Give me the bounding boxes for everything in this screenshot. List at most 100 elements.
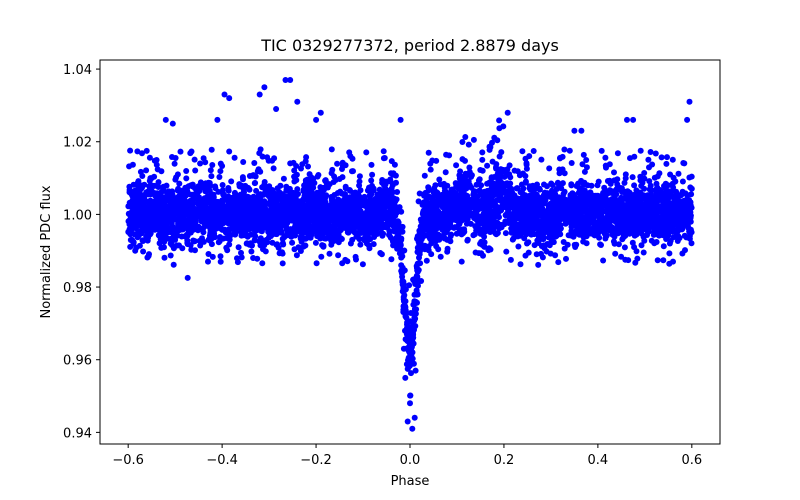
data-point <box>202 217 209 224</box>
data-point <box>535 261 542 268</box>
data-point <box>190 226 197 233</box>
data-point <box>669 213 676 220</box>
data-point <box>371 234 378 240</box>
data-point <box>453 212 459 219</box>
data-point <box>568 181 575 188</box>
data-point <box>223 244 230 251</box>
data-point <box>597 199 604 206</box>
data-point <box>294 186 301 193</box>
data-point <box>453 162 460 169</box>
data-point <box>684 222 691 229</box>
data-point <box>291 246 298 253</box>
data-point <box>519 195 526 202</box>
data-point <box>263 236 270 243</box>
data-point <box>579 161 586 168</box>
data-point <box>423 194 430 201</box>
data-point <box>212 234 218 241</box>
data-point <box>332 216 339 223</box>
data-point <box>530 148 537 154</box>
data-point <box>206 187 213 194</box>
data-point <box>526 185 533 192</box>
data-point <box>490 182 497 189</box>
data-point <box>410 360 417 367</box>
data-point <box>572 244 579 250</box>
data-point <box>240 159 247 165</box>
data-point <box>170 231 177 238</box>
data-point <box>672 178 679 185</box>
data-point <box>598 147 605 154</box>
data-point <box>442 213 449 220</box>
data-point <box>428 240 435 247</box>
data-point <box>369 171 376 178</box>
data-point <box>276 212 283 219</box>
data-point <box>552 200 559 207</box>
data-point <box>197 160 204 167</box>
data-point <box>321 203 327 210</box>
data-point <box>637 147 644 154</box>
data-point <box>212 185 219 192</box>
data-point <box>494 230 501 236</box>
data-point <box>561 170 568 177</box>
data-point <box>270 165 277 172</box>
data-point <box>240 189 247 196</box>
data-point <box>555 259 562 266</box>
data-point <box>415 198 422 205</box>
data-point <box>282 215 289 222</box>
data-point <box>583 164 590 171</box>
data-point <box>429 157 436 164</box>
data-point <box>169 216 176 223</box>
data-point <box>631 207 638 214</box>
data-point <box>252 180 259 186</box>
data-point <box>652 187 659 194</box>
data-point <box>646 186 653 193</box>
data-point <box>400 281 407 288</box>
data-point <box>490 187 497 194</box>
data-point <box>522 178 529 185</box>
data-point <box>339 166 345 172</box>
data-point <box>200 155 207 162</box>
data-point <box>376 186 383 193</box>
data-point <box>660 243 667 250</box>
data-point <box>170 261 177 268</box>
data-point <box>496 223 502 230</box>
data-point <box>363 149 370 156</box>
data-point <box>319 190 326 197</box>
data-point <box>576 185 583 192</box>
data-point <box>502 212 509 219</box>
data-point <box>289 191 295 198</box>
data-point <box>299 161 306 168</box>
data-point <box>273 241 280 248</box>
data-point <box>242 229 249 236</box>
data-point <box>462 216 469 223</box>
data-point <box>396 239 403 246</box>
data-point <box>294 200 301 206</box>
data-point <box>600 257 607 264</box>
data-point <box>492 206 499 213</box>
data-point <box>446 152 453 159</box>
data-point <box>176 214 183 221</box>
data-point <box>146 154 153 161</box>
data-point <box>482 215 489 221</box>
data-point <box>506 189 513 196</box>
data-point <box>567 194 574 200</box>
data-point <box>219 182 226 188</box>
data-point <box>493 165 500 172</box>
data-point <box>187 242 194 249</box>
data-point <box>147 214 154 221</box>
data-point <box>414 273 421 280</box>
data-point <box>638 230 645 237</box>
data-point <box>408 370 414 377</box>
data-point <box>256 209 263 216</box>
data-point <box>616 228 623 235</box>
data-point <box>141 181 148 188</box>
data-point <box>468 173 475 180</box>
data-point <box>339 260 346 267</box>
data-point <box>425 247 432 254</box>
data-point <box>601 195 608 202</box>
data-point <box>457 182 464 189</box>
data-point <box>439 195 446 202</box>
data-point <box>663 194 669 201</box>
data-point <box>534 199 540 206</box>
data-point <box>636 206 643 213</box>
data-point <box>680 197 687 204</box>
